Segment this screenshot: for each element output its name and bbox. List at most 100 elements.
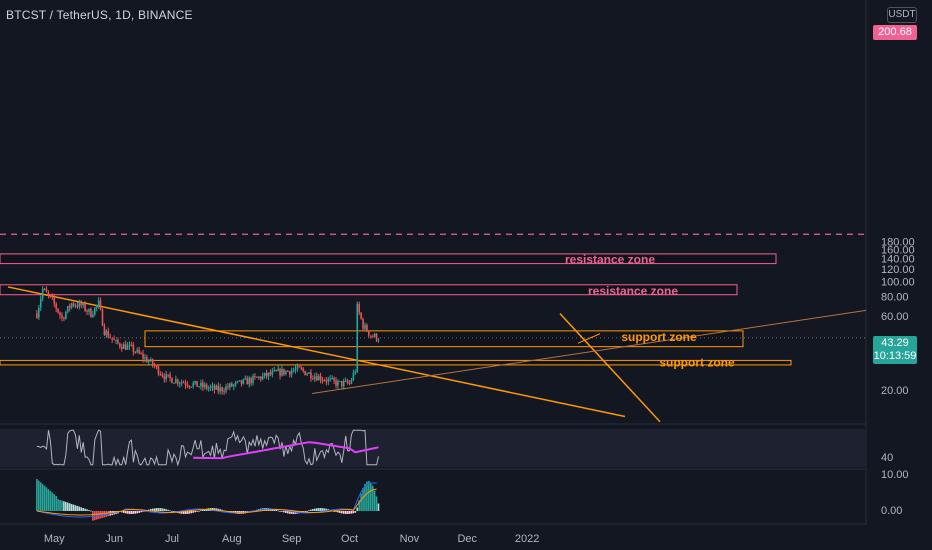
macd-bar bbox=[375, 496, 378, 511]
wedge-support bbox=[577, 333, 601, 344]
candle-body bbox=[119, 343, 121, 347]
macd-bar bbox=[57, 499, 59, 511]
candle-body bbox=[314, 376, 316, 379]
candle-body bbox=[286, 370, 289, 372]
candle-body bbox=[103, 325, 106, 336]
candle-body bbox=[182, 382, 185, 384]
candle-body bbox=[159, 374, 162, 376]
macd-bar bbox=[97, 511, 100, 520]
candle-body bbox=[342, 381, 345, 387]
macd-bar bbox=[169, 510, 171, 512]
candle-body bbox=[269, 372, 272, 375]
candle-body bbox=[362, 318, 364, 329]
time-tick-label: Sep bbox=[282, 533, 302, 545]
candle-body bbox=[373, 333, 376, 337]
candle-body bbox=[302, 368, 305, 371]
candle-body bbox=[300, 367, 303, 369]
candle-body bbox=[53, 297, 56, 304]
candle-body bbox=[194, 380, 196, 384]
macd-bar bbox=[373, 490, 376, 511]
candle-body bbox=[352, 372, 355, 380]
candle-body bbox=[92, 314, 94, 318]
macd-bar bbox=[350, 511, 353, 514]
macd-bar bbox=[362, 488, 364, 511]
candle-body bbox=[217, 385, 220, 392]
candle-body bbox=[68, 306, 71, 308]
candle-body bbox=[90, 308, 92, 318]
time-tick-label: Dec bbox=[457, 533, 477, 545]
candle-body bbox=[70, 303, 73, 308]
candle-body bbox=[277, 368, 279, 372]
macd-bar bbox=[348, 511, 351, 514]
macd-bar bbox=[308, 510, 310, 512]
zone-box bbox=[0, 284, 738, 296]
macd-bar bbox=[306, 510, 308, 512]
macd-bar bbox=[315, 508, 318, 511]
macd-bar bbox=[132, 511, 135, 514]
macd-bar bbox=[151, 508, 154, 511]
candle-body bbox=[200, 382, 202, 387]
macd-bar bbox=[95, 511, 98, 520]
candle-body bbox=[142, 353, 144, 359]
time-tick-label: Jun bbox=[105, 533, 123, 545]
candle-body bbox=[43, 288, 46, 290]
macd-bar bbox=[138, 511, 140, 513]
candle-body bbox=[186, 384, 189, 386]
candle-body bbox=[196, 380, 198, 387]
macd-bar bbox=[53, 494, 56, 511]
macd-bar bbox=[283, 511, 285, 513]
candle-body bbox=[285, 370, 287, 375]
macd-bar bbox=[128, 511, 131, 514]
time-tick-label: May bbox=[44, 533, 65, 545]
macd-bar bbox=[184, 511, 187, 514]
rsi-pane bbox=[0, 429, 866, 467]
candle-body bbox=[132, 344, 135, 352]
candle-body bbox=[148, 361, 150, 363]
macd-pane bbox=[36, 479, 380, 521]
candle-body bbox=[93, 307, 96, 315]
candle-body bbox=[80, 302, 83, 306]
candle-body bbox=[115, 340, 117, 342]
candle-body bbox=[126, 345, 129, 350]
candle-body bbox=[273, 370, 276, 372]
price-tick-label: 120.00 bbox=[881, 264, 915, 276]
macd-bar bbox=[51, 492, 54, 511]
price-tick-label: 60.00 bbox=[881, 311, 909, 323]
candle-body bbox=[190, 386, 193, 388]
candle-body bbox=[306, 373, 308, 376]
macd-bar bbox=[140, 511, 142, 513]
zone-label: resistance zone bbox=[588, 284, 678, 298]
candle-body bbox=[225, 386, 227, 392]
grid-lines bbox=[0, 0, 867, 525]
macd-bar bbox=[364, 483, 366, 511]
candle-body bbox=[377, 340, 380, 342]
candle-body bbox=[113, 339, 115, 341]
macd-bar bbox=[86, 509, 88, 511]
macd-bar bbox=[157, 508, 160, 511]
candle-body bbox=[271, 371, 274, 375]
candle-body bbox=[223, 391, 225, 393]
candle-body bbox=[283, 368, 285, 375]
macd-bar bbox=[339, 511, 341, 513]
zone-label: resistance zone bbox=[565, 253, 655, 267]
macd-bar bbox=[333, 511, 335, 512]
macd-bar bbox=[167, 509, 169, 511]
macd-bar bbox=[290, 511, 293, 514]
candle-body bbox=[47, 292, 50, 295]
macd-bar bbox=[190, 511, 193, 514]
zone-label: support zone bbox=[659, 356, 735, 370]
macd-bar bbox=[281, 511, 283, 512]
candle-body bbox=[321, 380, 324, 382]
macd-bar bbox=[321, 508, 324, 511]
candle-body bbox=[203, 384, 206, 388]
macd-bar bbox=[203, 509, 206, 511]
macd-bar bbox=[198, 510, 200, 512]
macd-bar bbox=[194, 511, 196, 513]
currency-badge[interactable]: USDT bbox=[887, 7, 917, 23]
candle-body bbox=[86, 310, 88, 312]
candle-body bbox=[240, 380, 243, 384]
candle-body bbox=[298, 366, 301, 368]
candle-body bbox=[178, 383, 181, 385]
candle-body bbox=[364, 324, 366, 329]
